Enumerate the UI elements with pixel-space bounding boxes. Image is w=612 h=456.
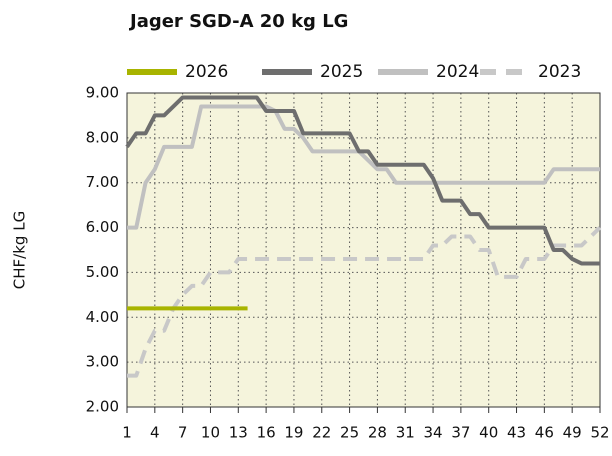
x-tick-label: 31	[396, 424, 415, 442]
x-tick-label: 13	[229, 424, 248, 442]
x-tick-label: 7	[178, 424, 188, 442]
line-series	[125, 95, 600, 266]
legend-label: 2023	[538, 62, 581, 82]
x-tick-label: 34	[424, 424, 443, 442]
x-tick-label: 19	[284, 424, 303, 442]
legend-label: 2026	[185, 62, 228, 82]
legend-label: 2024	[436, 62, 479, 82]
y-tick-label: 5.00	[86, 263, 119, 281]
y-tick-label: 6.00	[86, 218, 119, 236]
y-tick-label: 8.00	[86, 128, 119, 146]
x-tick-label: 28	[368, 424, 387, 442]
y-tick-label: 3.00	[86, 353, 119, 371]
y-tick-label: 7.00	[86, 173, 119, 191]
legend-label: 2025	[320, 62, 363, 82]
x-tick-label: 1	[122, 424, 132, 442]
plot-area	[127, 93, 600, 407]
x-tick-label: 40	[479, 424, 498, 442]
x-tick-label: 22	[312, 424, 331, 442]
y-tick-label: 9.00	[86, 84, 119, 102]
y-axis-label: CHF/kg LG	[11, 211, 29, 289]
line-series	[127, 104, 600, 230]
y-tick-label: 4.00	[86, 308, 119, 326]
x-tick-label: 16	[257, 424, 276, 442]
x-tick-label: 43	[507, 424, 526, 442]
x-tick-label: 49	[563, 424, 582, 442]
line-series	[127, 226, 602, 378]
y-tick-label: 2.00	[86, 398, 119, 416]
chart-title: Jager SGD-A 20 kg LG	[128, 11, 348, 32]
x-tick-label: 37	[451, 424, 470, 442]
x-tick-label: 10	[201, 424, 220, 442]
x-tick-label: 25	[340, 424, 359, 442]
x-tick-label: 46	[535, 424, 554, 442]
x-tick-label: 52	[590, 424, 609, 442]
x-tick-label: 4	[150, 424, 160, 442]
plot-border	[126, 92, 601, 408]
